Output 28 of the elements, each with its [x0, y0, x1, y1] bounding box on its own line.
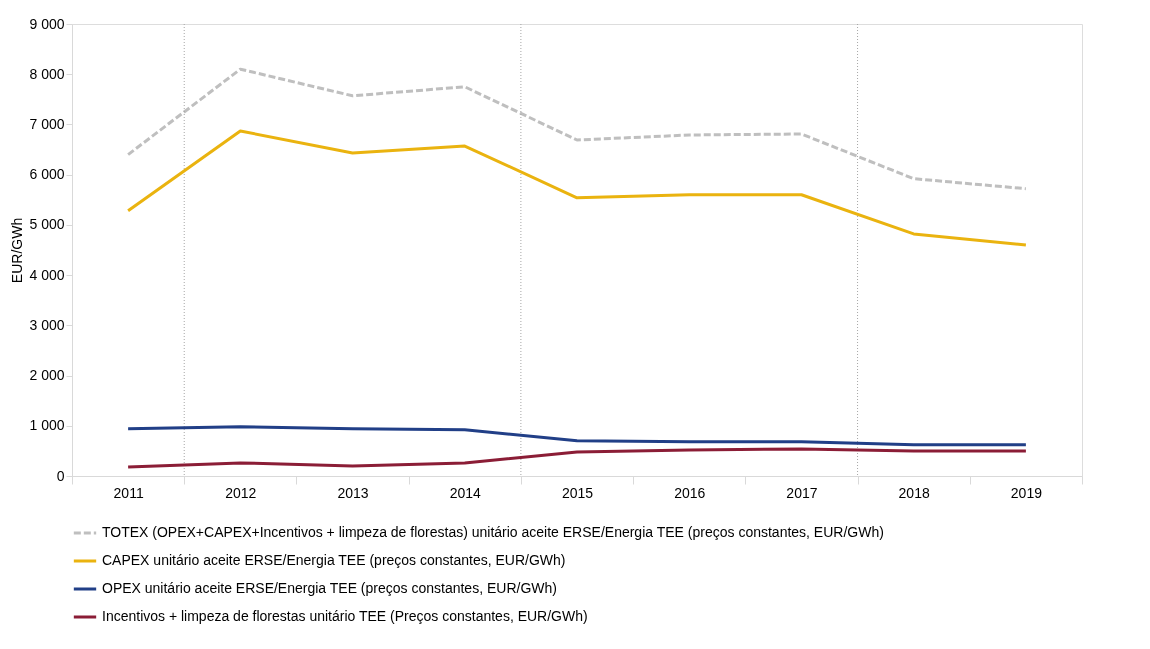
y-tick-label: 8 000	[29, 65, 65, 82]
y-tick-label: 5 000	[29, 216, 65, 233]
y-axis-title: EUR/GWh	[9, 217, 26, 284]
x-tick-label: 2014	[449, 484, 482, 501]
y-tick-label: 3 000	[29, 316, 65, 333]
legend-label: CAPEX unitário aceite ERSE/Energia TEE (preços constantes, EUR/GWh)	[102, 552, 566, 568]
line-series	[126, 425, 1028, 447]
y-tick-label: 7 000	[29, 115, 65, 132]
y-tick-label: 0	[56, 467, 65, 484]
y-tick-label: 2 000	[29, 367, 65, 384]
x-tick-label: 2013	[337, 484, 369, 501]
x-tick-label: 2016	[674, 484, 706, 501]
x-tick-label: 2017	[786, 484, 818, 501]
line-series	[126, 67, 1028, 191]
legend-label: OPEX unitário aceite ERSE/Energia TEE (preços constantes, EUR/GWh)	[102, 580, 557, 596]
legend-label: Incentivos + limpeza de florestas unitário TEE (Preços constantes, EUR/GWh)	[102, 608, 588, 624]
y-tick-label: 1 000	[29, 417, 65, 434]
legend-label: TOTEX (OPEX+CAPEX+Incentivos + limpeza de florestas) unitário aceite ERSE/Energia TEE (preços constantes, EUR/GWh)	[102, 524, 884, 540]
x-tick-label: 2015	[561, 484, 594, 501]
x-tick-label: 2011	[113, 484, 144, 501]
x-tick-label: 2012	[225, 484, 257, 501]
y-tick-label: 4 000	[29, 266, 65, 283]
x-tick-label: 2018	[898, 484, 930, 501]
x-tick-label: 2019	[1010, 484, 1043, 501]
y-tick-label: 6 000	[29, 166, 65, 183]
line-series	[126, 447, 1028, 469]
line-series	[126, 129, 1028, 247]
y-tick-label: 9 000	[29, 15, 65, 32]
